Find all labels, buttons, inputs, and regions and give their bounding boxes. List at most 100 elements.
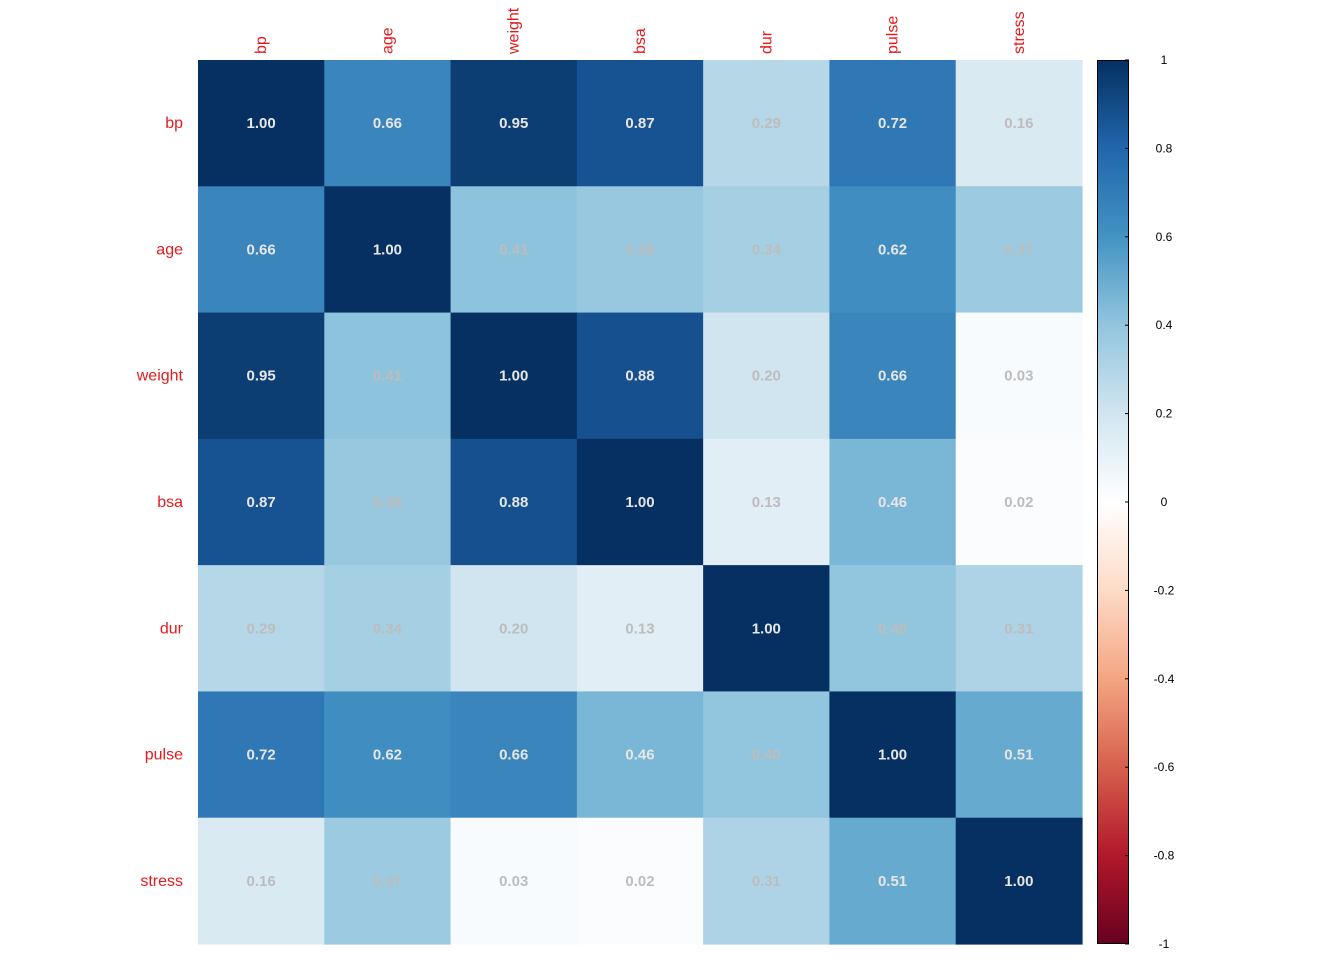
heatmap-cell-stress-age [324, 817, 452, 945]
color-legend-tick-label: -0.2 [1154, 583, 1175, 597]
heatmap-cell-dur-pulse [829, 565, 957, 693]
heatmap-cell-weight-dur [703, 312, 831, 440]
heatmap-cell-pulse-bsa [576, 691, 704, 819]
heatmap-cell-stress-pulse [829, 817, 957, 945]
heatmap-cell-dur-bsa [576, 565, 704, 693]
heatmap-cell-dur-dur [703, 565, 831, 693]
cell-value-dur-stress: 0.31 [1004, 620, 1033, 637]
column-label-bp: bp [253, 36, 270, 54]
cell-value-dur-weight: 0.20 [499, 620, 528, 637]
heatmap-cell-bsa-bp [198, 438, 325, 566]
color-legend-tick-label: -1 [1159, 937, 1170, 951]
heatmap-cells [198, 60, 1083, 945]
color-legend-tick-label: 0 [1161, 495, 1168, 509]
cell-value-stress-dur: 0.31 [752, 873, 781, 890]
color-legend-tick-label: 0.4 [1156, 318, 1173, 332]
row-label-pulse: pulse [145, 747, 183, 764]
column-label-dur: dur [758, 30, 775, 54]
cell-value-dur-bsa: 0.13 [625, 620, 654, 637]
color-legend-tick-label: 0.8 [1156, 141, 1173, 155]
heatmap-cell-bp-dur [703, 60, 831, 187]
heatmap-cell-bp-pulse [829, 60, 957, 187]
cell-value-age-age: 1.00 [373, 241, 402, 258]
color-legend-tick-label: -0.8 [1154, 849, 1175, 863]
cell-value-pulse-dur: 0.40 [752, 747, 781, 764]
heatmap-cell-stress-stress [955, 817, 1083, 945]
cell-value-bsa-dur: 0.13 [752, 494, 781, 511]
cell-value-pulse-bp: 0.72 [247, 747, 276, 764]
heatmap-cell-stress-dur [703, 817, 831, 945]
heatmap-cell-dur-age [324, 565, 452, 693]
cell-value-pulse-bsa: 0.46 [625, 747, 654, 764]
cell-value-bp-bp: 1.00 [247, 115, 276, 132]
heatmap-cell-bsa-pulse [829, 438, 957, 566]
cell-value-bp-stress: 0.16 [1004, 115, 1033, 132]
heatmap-cell-weight-bp [198, 312, 325, 440]
heatmap-cell-dur-weight [450, 565, 578, 693]
color-legend: 1 0.8 0.6 0.4 0.2 0 -0.2 -0.4 -0.6 -0.8 -1 [1097, 53, 1175, 951]
column-label-stress: stress [1011, 11, 1028, 54]
color-legend-tick-label: -0.4 [1154, 672, 1175, 686]
heatmap-cell-age-stress [955, 186, 1083, 314]
heatmap-cell-stress-weight [450, 817, 578, 945]
cell-value-age-pulse: 0.62 [878, 241, 907, 258]
heatmap-cell-bsa-dur [703, 438, 831, 566]
cell-value-weight-bsa: 0.88 [625, 368, 654, 385]
cell-value-weight-pulse: 0.66 [878, 368, 907, 385]
color-legend-tick-label: 1 [1161, 53, 1168, 67]
heatmap-cell-stress-bp [198, 817, 325, 945]
cell-value-bp-pulse: 0.72 [878, 115, 907, 132]
cell-value-pulse-age: 0.62 [373, 747, 402, 764]
cell-value-bsa-weight: 0.88 [499, 494, 528, 511]
cell-value-dur-age: 0.34 [373, 620, 403, 637]
heatmap-cell-weight-age [324, 312, 452, 440]
heatmap-cell-bsa-bsa [576, 438, 704, 566]
cell-value-bp-weight: 0.95 [499, 115, 528, 132]
cell-value-age-bp: 0.66 [247, 241, 276, 258]
heatmap-cell-bsa-weight [450, 438, 578, 566]
cell-value-bsa-age: 0.38 [373, 494, 402, 511]
heatmap-row-labels: bp age weight bsa dur pulse stress [136, 115, 184, 890]
color-legend-bar [1097, 60, 1129, 944]
heatmap-cell-dur-bp [198, 565, 325, 693]
heatmap-cell-pulse-weight [450, 691, 578, 819]
heatmap-cell-age-pulse [829, 186, 957, 314]
heatmap-cell-age-bsa [576, 186, 704, 314]
column-label-age: age [379, 27, 396, 54]
heatmap-column-labels: bp age weight bsa dur pulse stress [253, 7, 1028, 55]
cell-value-weight-age: 0.41 [373, 368, 402, 385]
heatmap-cell-bp-bsa [576, 60, 704, 187]
row-label-stress: stress [140, 873, 183, 890]
column-label-bsa: bsa [632, 28, 649, 54]
heatmap-value-labels: 1.00 0.66 0.95 0.87 0.29 0.72 0.16 0.66 1.00 0.41… [247, 115, 1034, 890]
heatmap-cell-age-age [324, 186, 452, 314]
cell-value-weight-stress: 0.03 [1004, 368, 1033, 385]
cell-value-weight-bp: 0.95 [247, 368, 276, 385]
heatmap-cell-pulse-dur [703, 691, 831, 819]
cell-value-dur-pulse: 0.40 [878, 620, 907, 637]
heatmap-cell-bp-bp [198, 60, 325, 187]
cell-value-stress-bsa: 0.02 [625, 873, 654, 890]
heatmap-cell-bp-weight [450, 60, 578, 187]
heatmap-cell-pulse-pulse [829, 691, 957, 819]
cell-value-weight-dur: 0.20 [752, 368, 781, 385]
cell-value-dur-dur: 1.00 [752, 620, 781, 637]
heatmap-cell-weight-pulse [829, 312, 957, 440]
cell-value-bsa-pulse: 0.46 [878, 494, 907, 511]
cell-value-bsa-stress: 0.02 [1004, 494, 1033, 511]
cell-value-stress-stress: 1.00 [1004, 873, 1033, 890]
row-label-bsa: bsa [157, 494, 183, 511]
column-label-pulse: pulse [885, 16, 902, 54]
cell-value-stress-weight: 0.03 [499, 873, 528, 890]
color-legend-tick-label: 0.6 [1156, 230, 1173, 244]
cell-value-pulse-stress: 0.51 [1004, 747, 1033, 764]
heatmap-cell-weight-weight [450, 312, 578, 440]
heatmap-cell-dur-stress [955, 565, 1083, 693]
heatmap-cell-age-weight [450, 186, 578, 314]
cell-value-age-bsa: 0.38 [625, 241, 654, 258]
row-label-bp: bp [165, 115, 183, 132]
cell-value-age-stress: 0.37 [1004, 241, 1033, 258]
heatmap-cell-bp-stress [955, 60, 1083, 187]
heatmap-cell-pulse-bp [198, 691, 325, 819]
